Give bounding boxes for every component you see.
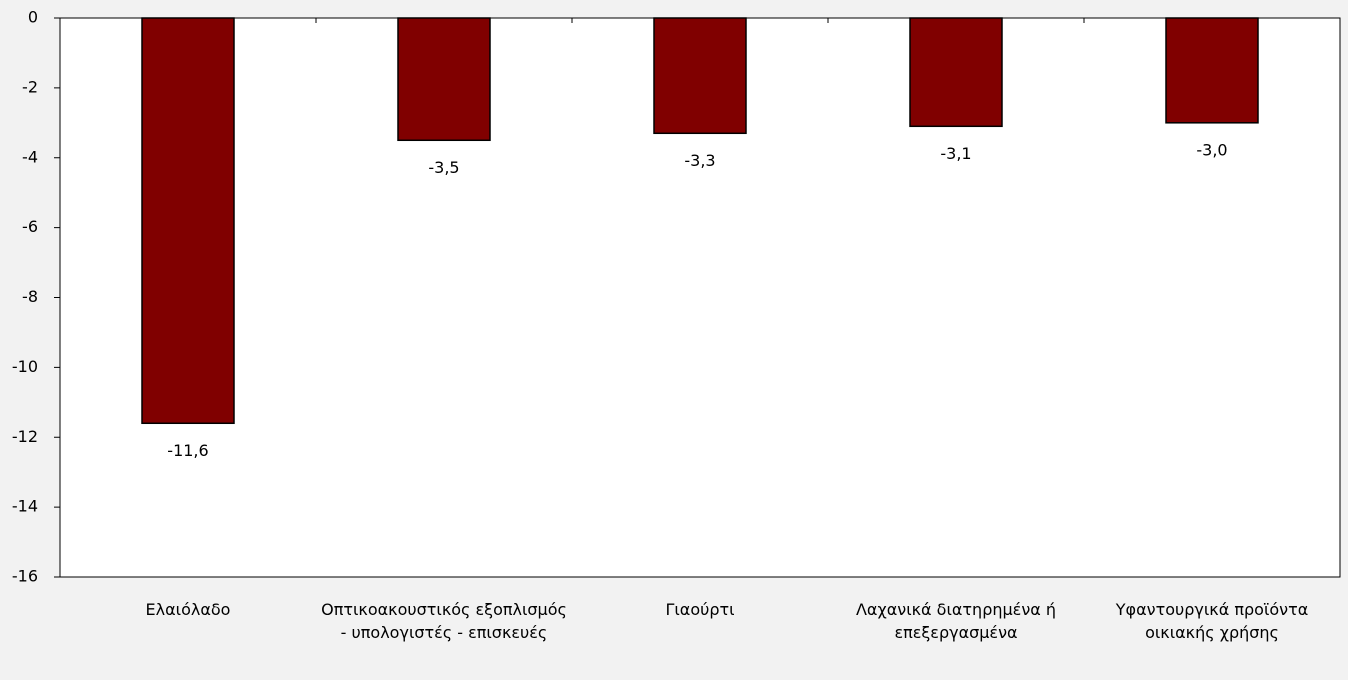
bar [1165, 17, 1259, 124]
bar [397, 17, 491, 142]
value-label: -3,0 [1196, 140, 1227, 159]
x-tick-label: Γιαούρτι [665, 600, 735, 619]
y-tick-label: -12 [12, 427, 38, 446]
y-tick-label: -10 [12, 357, 38, 376]
bar [909, 17, 1003, 128]
x-tick-label: Υφαντουργικά προϊόντα οικιακής χρήσης [1115, 600, 1309, 642]
y-tick-label: -14 [12, 497, 38, 516]
y-tick-label: -2 [22, 77, 38, 96]
value-label: -3,1 [940, 144, 971, 163]
x-tick-label: Λαχανικά διατηρημένα ή επεξεργασμένα [855, 600, 1057, 642]
x-tick-label: Ελαιόλαδο [145, 600, 231, 619]
x-tick-label: Οπτικοακουστικός εξοπλισμός - υπολογιστέ… [321, 600, 567, 642]
y-tick-label: -8 [22, 287, 38, 306]
y-tick-label: -4 [22, 147, 38, 166]
bar [141, 17, 235, 425]
y-tick-label: -6 [22, 217, 38, 236]
y-tick-label: -16 [12, 567, 38, 586]
value-label: -3,5 [428, 158, 459, 177]
bar [653, 17, 747, 135]
y-tick-label: 0 [28, 8, 38, 27]
value-label: -3,3 [684, 151, 715, 170]
value-label: -11,6 [167, 441, 208, 460]
